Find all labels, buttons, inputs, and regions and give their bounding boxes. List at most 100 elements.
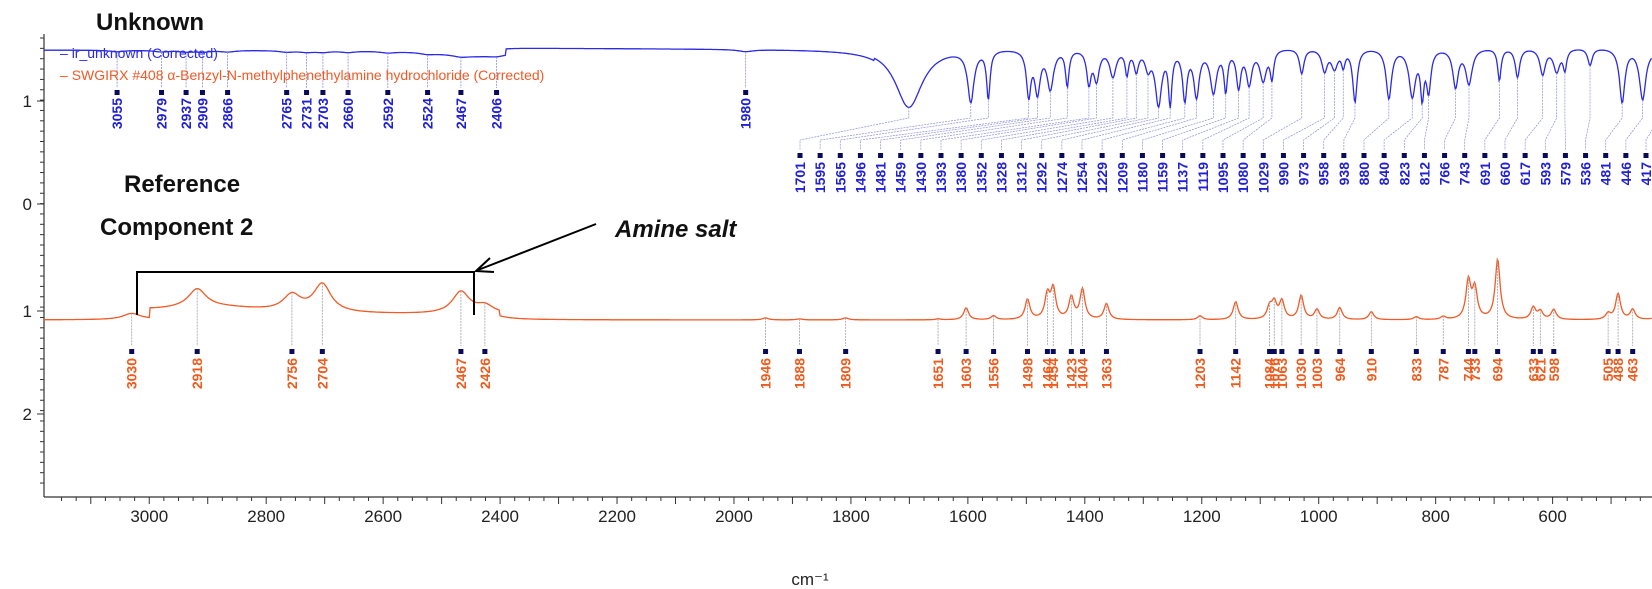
- unknown-peak-leader: [1283, 73, 1325, 150]
- reference-peak-marker: [129, 349, 135, 354]
- x-tick-label: 2200: [598, 507, 636, 526]
- x-axis-label: cm⁻¹: [791, 570, 829, 589]
- unknown-peak-leader: [1424, 96, 1429, 150]
- reference-peak-marker: [1630, 349, 1636, 354]
- unknown-peak-marker: [857, 153, 863, 158]
- unknown-peak-marker: [458, 90, 464, 95]
- unknown-peak-marker: [199, 90, 205, 95]
- unknown-peak-marker: [1381, 153, 1387, 158]
- unknown-peak-marker: [1260, 153, 1266, 158]
- unknown-peak-leader: [1444, 89, 1456, 150]
- reference-peak-marker: [1103, 349, 1109, 354]
- unknown-peak-label: 1496: [852, 162, 868, 193]
- unknown-peak-label: 2703: [315, 98, 331, 129]
- unknown-peak-label: 2406: [489, 98, 505, 129]
- reference-peak-label: 1454: [1045, 358, 1061, 389]
- unknown-peak-label: 1980: [738, 98, 754, 129]
- unknown-peak-marker: [1583, 153, 1589, 158]
- unknown-peak-leader: [1222, 82, 1264, 150]
- unknown-peak-label: 1254: [1074, 162, 1090, 193]
- unknown-peak-label: 1595: [812, 162, 828, 193]
- unknown-peak-leader: [880, 97, 1038, 150]
- reference-peak-label: 694: [1490, 358, 1506, 382]
- unknown-peak-leader: [1585, 65, 1591, 150]
- reference-peak-marker: [1025, 349, 1031, 354]
- unknown-peak-leader: [799, 107, 910, 150]
- reference-peak-label: 787: [1435, 358, 1451, 382]
- reference-peak-marker: [1495, 349, 1501, 354]
- unknown-peak-marker: [1502, 153, 1508, 158]
- unknown-peak-leader: [1484, 81, 1500, 150]
- unknown-peak-marker: [1301, 153, 1307, 158]
- reference-peak-label: 1030: [1293, 358, 1309, 389]
- unknown-peak-label: 2467: [453, 98, 469, 129]
- reference-peak-label: 1142: [1228, 358, 1244, 389]
- unknown-trace: [44, 47, 1652, 109]
- unknown-peak-marker: [1401, 153, 1407, 158]
- unknown-peak-label: 990: [1275, 162, 1291, 186]
- unknown-peak-marker: [1603, 153, 1609, 158]
- unknown-peak-leader: [1403, 104, 1423, 150]
- unknown-peak-label: 617: [1517, 162, 1533, 186]
- unknown-peak-marker: [1462, 153, 1468, 158]
- annotation-arrow: [477, 223, 597, 271]
- unknown-peak-label: 766: [1437, 162, 1453, 186]
- unknown-peak-leader: [1101, 103, 1186, 150]
- reference-peak-label: 488: [1610, 358, 1626, 382]
- reference-peak-marker: [763, 349, 769, 354]
- unknown-peak-marker: [304, 90, 310, 95]
- unknown-peak-leader: [1625, 100, 1643, 150]
- unknown-peak-label: 1229: [1094, 162, 1110, 193]
- reference-peak-label: 910: [1363, 358, 1379, 382]
- reference-peak-label: 1423: [1063, 358, 1079, 389]
- amine-salt-bracket: [136, 223, 597, 315]
- reference-peak-marker: [1615, 349, 1621, 354]
- x-tick-label: 2400: [481, 507, 519, 526]
- unknown-peak-leader: [1121, 99, 1197, 150]
- unknown-peak-label: 1119: [1195, 162, 1211, 192]
- reference-peak-marker: [1050, 349, 1056, 354]
- reference-peak-label: 2918: [189, 358, 205, 389]
- reference-peak-marker: [1197, 349, 1203, 354]
- unknown-peak-marker: [978, 153, 984, 158]
- unknown-peak-label: 1481: [873, 162, 889, 193]
- reference-peak-label: 1003: [1309, 358, 1325, 389]
- unknown-peak-marker: [284, 90, 290, 95]
- unknown-peak-leader: [1021, 74, 1137, 150]
- unknown-peak-label: 880: [1356, 162, 1372, 186]
- component-label: Component 2: [100, 214, 253, 241]
- unknown-peak-label: 938: [1336, 162, 1352, 186]
- unknown-peak-marker: [1482, 153, 1488, 158]
- reference-trace: [44, 257, 1652, 321]
- unknown-peak-label: 973: [1296, 162, 1312, 186]
- unknown-peak-label: 593: [1537, 162, 1553, 186]
- unknown-series: 3055 2979 2937 2909 2866 2765 2731 2703 2660 2592…: [44, 47, 1652, 193]
- unknown-peak-marker: [1562, 153, 1568, 158]
- unknown-peak-marker: [1542, 153, 1548, 158]
- x-tick-label: 2600: [364, 507, 402, 526]
- unknown-peak-marker: [1160, 153, 1166, 158]
- reference-peak-label: 1556: [986, 358, 1002, 389]
- reference-peak-marker: [963, 349, 969, 354]
- unknown-peak-marker: [1421, 153, 1427, 158]
- unknown-peak-marker: [797, 153, 803, 158]
- reference-peak-label: 1404: [1074, 358, 1090, 389]
- y-tick-label: 0: [23, 195, 32, 214]
- unknown-peak-leader: [819, 103, 972, 150]
- unknown-peak-marker: [183, 90, 189, 95]
- unknown-peak-marker: [1200, 153, 1206, 158]
- unknown-peak-marker: [938, 153, 944, 158]
- reference-peak-marker: [1368, 349, 1374, 354]
- unknown-peak-leader: [1142, 94, 1214, 150]
- reference-peak-marker: [194, 349, 200, 354]
- unknown-peak-leader: [1162, 94, 1227, 150]
- unknown-peak-label: 1029: [1255, 162, 1271, 193]
- unknown-peak-label: 3055: [109, 98, 125, 129]
- unknown-peak-marker: [320, 90, 326, 95]
- unknown-peak-marker: [958, 153, 964, 158]
- legend-unknown: – ir_unknown (Corrected): [60, 45, 218, 61]
- unknown-peak-leader: [1544, 73, 1558, 150]
- unknown-peak-label: 2524: [420, 98, 436, 129]
- unknown-peak-label: 743: [1457, 162, 1473, 186]
